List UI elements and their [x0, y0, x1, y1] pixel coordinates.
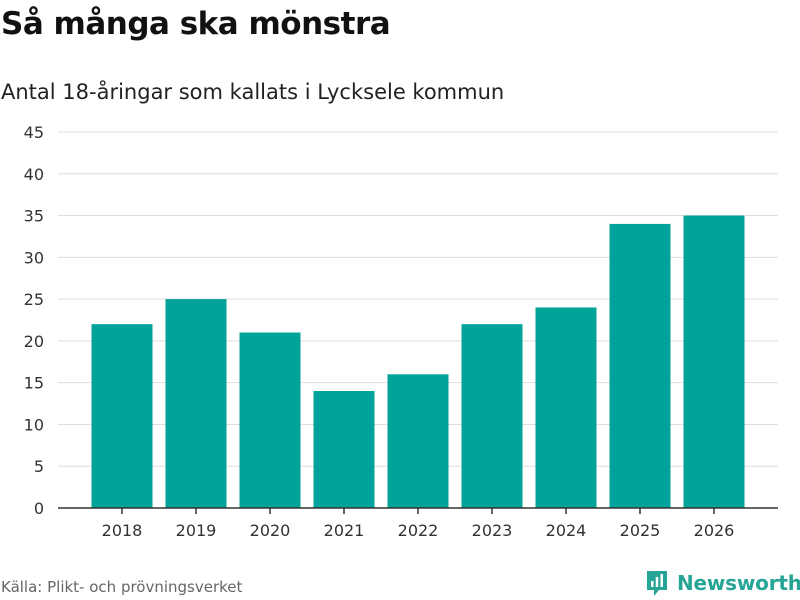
x-tick-label: 2025 — [620, 521, 661, 540]
y-tick-label: 0 — [34, 499, 44, 518]
x-tick-label: 2021 — [324, 521, 365, 540]
bar-2020[interactable] — [239, 332, 301, 508]
bar-2019[interactable] — [165, 299, 227, 508]
x-tick-label: 2026 — [694, 521, 735, 540]
bar-2023[interactable] — [461, 324, 523, 508]
bar-2024[interactable] — [535, 307, 597, 508]
newsworthy-logo-icon — [647, 571, 667, 596]
y-tick-label: 10 — [24, 415, 44, 434]
y-tick-label: 25 — [24, 290, 44, 309]
y-tick-label: 30 — [24, 248, 44, 267]
y-tick-label: 20 — [24, 332, 44, 351]
newsworthy-logo[interactable]: Newsworthy — [645, 569, 800, 597]
x-tick-label: 2019 — [176, 521, 217, 540]
x-tick-label: 2023 — [472, 521, 513, 540]
bar-2021[interactable] — [313, 391, 375, 508]
y-tick-label: 15 — [24, 374, 44, 393]
x-tick-label: 2018 — [102, 521, 143, 540]
x-tick-label: 2020 — [250, 521, 291, 540]
bar-2025[interactable] — [609, 223, 671, 508]
chart-title: Så många ska mönstra — [1, 6, 391, 42]
source-note: Källa: Plikt- och prövningsverket — [1, 578, 243, 596]
x-tick-label: 2024 — [546, 521, 587, 540]
bar-2026[interactable] — [683, 215, 745, 509]
y-tick-label: 35 — [24, 207, 44, 226]
y-tick-label: 5 — [34, 457, 44, 476]
y-tick-label: 40 — [24, 165, 44, 184]
y-tick-label: 45 — [24, 123, 44, 142]
bar-2022[interactable] — [387, 374, 449, 508]
x-tick-label: 2022 — [398, 521, 439, 540]
bar-2018[interactable] — [91, 324, 153, 508]
bars — [91, 215, 745, 509]
chart-subtitle: Antal 18-åringar som kallats i Lycksele … — [1, 80, 505, 104]
brand-name: Newsworthy — [677, 571, 800, 595]
